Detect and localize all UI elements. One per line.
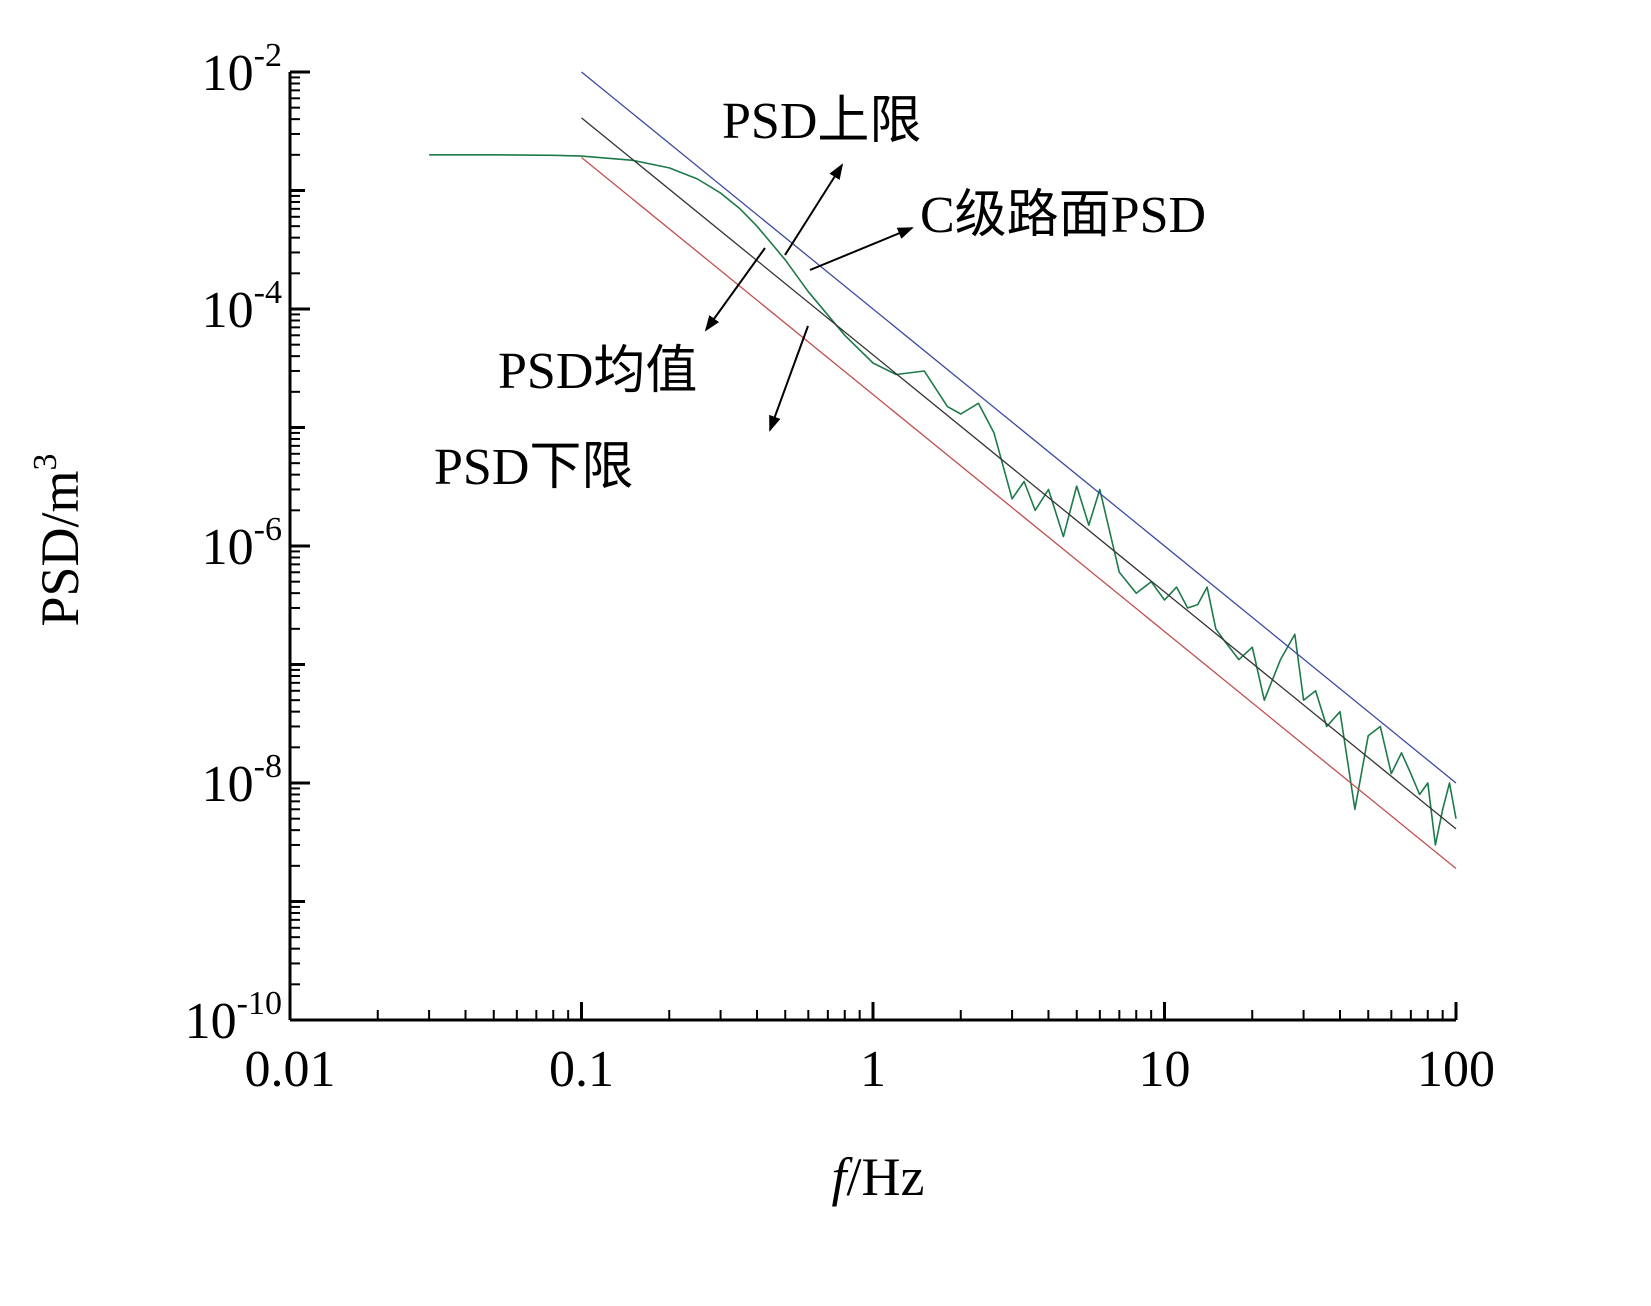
y-tick-exponent: -10 [237, 985, 282, 1022]
y-tick-exponent: -6 [254, 511, 282, 548]
y-tick-label: 10-10 [185, 985, 282, 1050]
arrow-mean [704, 247, 766, 332]
y-tick-base: 10 [202, 45, 254, 102]
x-tick-label: 100 [1417, 1041, 1495, 1098]
x-tick-label: 10 [1139, 1041, 1191, 1098]
series-line-psd-lower [581, 156, 1457, 870]
y-tick-exponent: -8 [254, 748, 282, 785]
arrow-lower [769, 325, 809, 432]
annotation-psd-upper: PSD上限 [722, 93, 921, 150]
axes [288, 72, 1456, 1022]
y-tick-label: 10-6 [202, 511, 282, 576]
series-layer [429, 71, 1457, 870]
x-tick-label: 0.01 [245, 1041, 336, 1098]
annotation-psd-mean: PSD均值 [498, 343, 697, 400]
x-axis-title-unit: /Hz [847, 1147, 925, 1207]
arrow-upper [784, 163, 844, 256]
y-tick-label: 10-4 [202, 274, 282, 339]
y-tick-base: 10 [202, 282, 254, 339]
y-tick-base: 10 [185, 993, 237, 1050]
y-tick-label: 10-2 [202, 37, 282, 102]
y-tick-exponent: -2 [254, 37, 282, 74]
y-tick-label: 10-8 [202, 748, 282, 813]
x-tick-label: 1 [860, 1041, 886, 1098]
y-tick-exponent: -4 [254, 274, 282, 311]
series-line-psd-upper [581, 71, 1457, 784]
y-tick-base: 10 [202, 756, 254, 813]
y-axis-title: PSD/m3 [27, 453, 90, 626]
series-line-psd-mean [581, 117, 1457, 830]
x-tick-label: 0.1 [549, 1041, 614, 1098]
ticks [288, 70, 1458, 1022]
x-axis-title: f/Hz [832, 1147, 925, 1207]
y-axis-title-group: PSD/m3 [27, 453, 90, 626]
y-axis-title-sup: 3 [27, 453, 64, 470]
arrow-road [809, 227, 914, 271]
series-line-c-road-psd [429, 154, 1457, 846]
annotation-arrows [704, 163, 914, 432]
y-axis-title-main: PSD/m [30, 470, 90, 626]
y-tick-base: 10 [202, 519, 254, 576]
annotation-psd-lower: PSD下限 [434, 439, 633, 496]
annotation-c-road-psd: C级路面PSD [920, 187, 1206, 244]
